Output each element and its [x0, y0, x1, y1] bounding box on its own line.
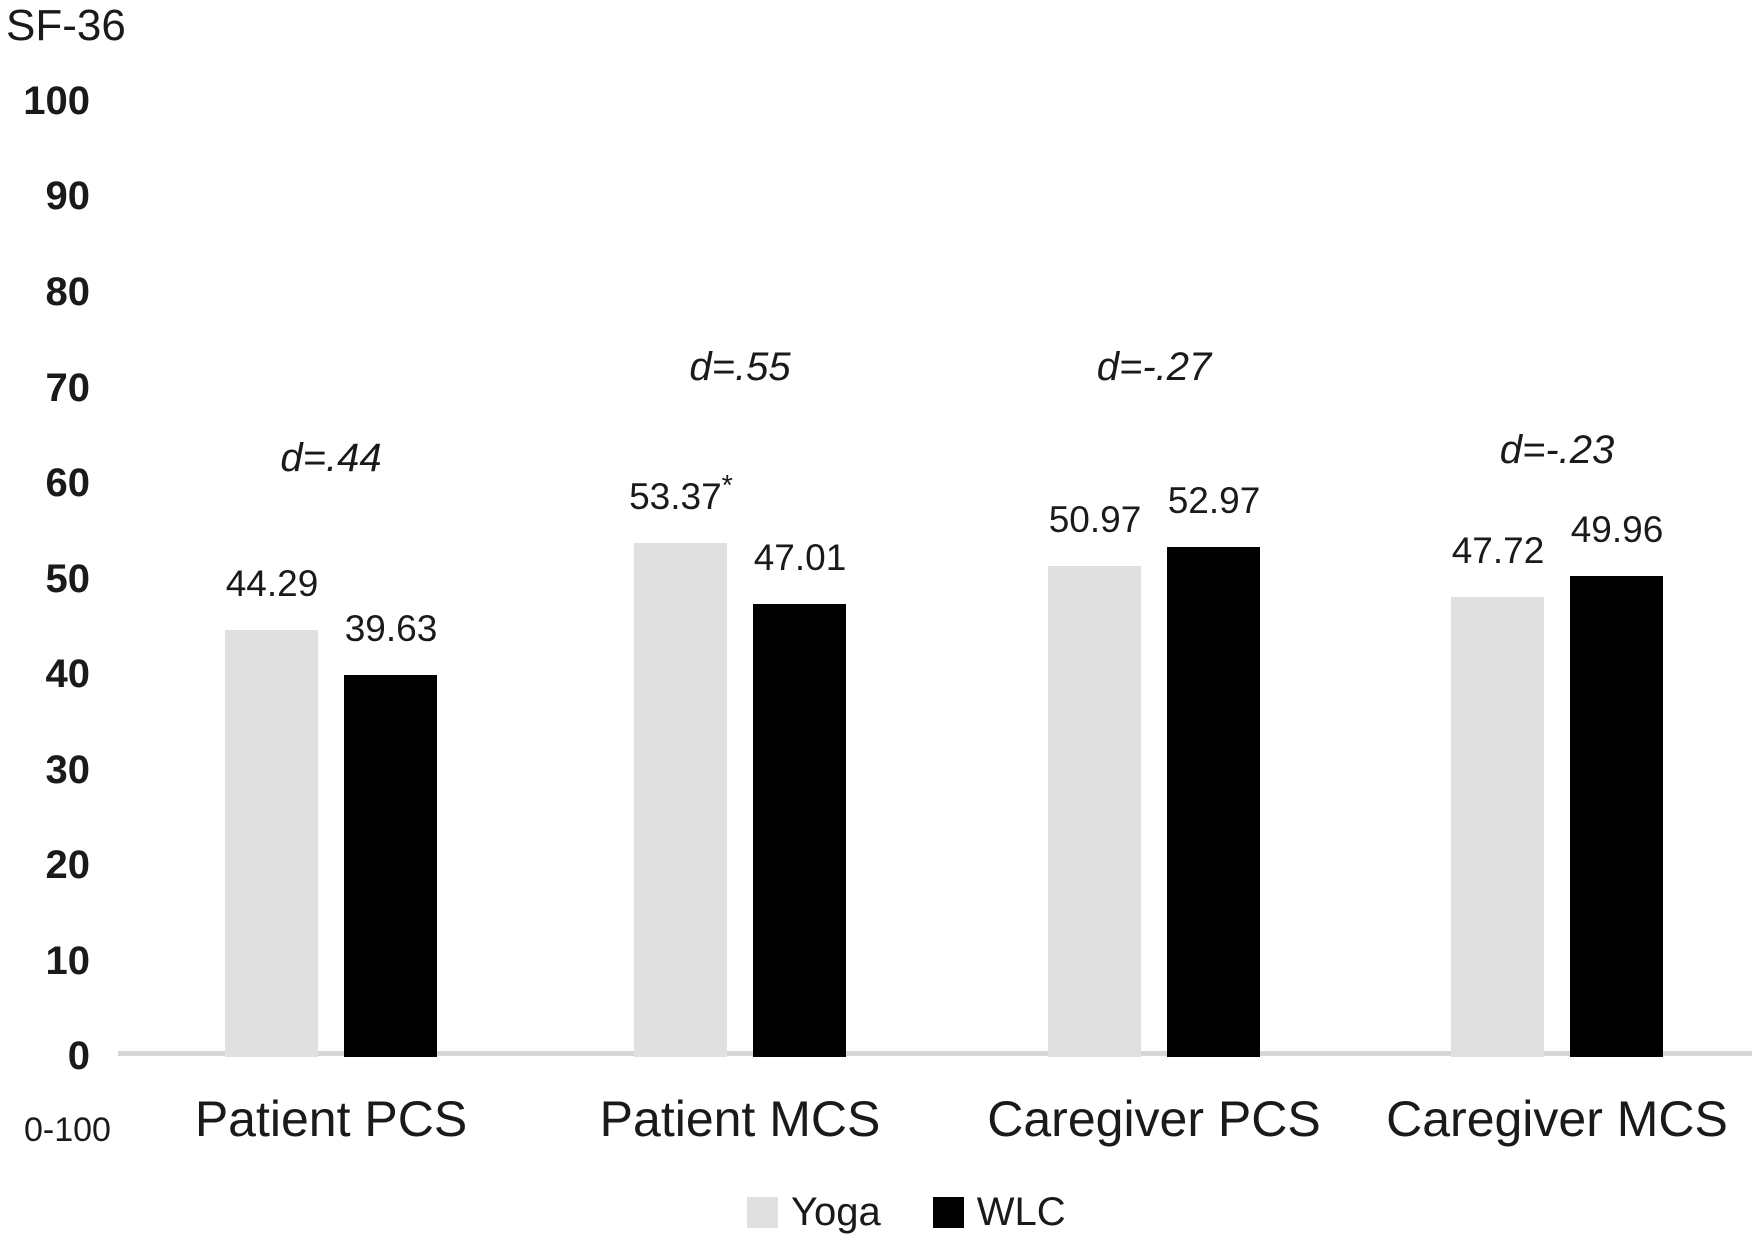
x-axis-line [118, 1051, 1752, 1056]
bar-yoga-patient-pcs [225, 630, 318, 1057]
y-tick-10: 10 [45, 939, 91, 983]
y-tick-90: 90 [45, 174, 91, 218]
legend-label-yoga: Yoga [791, 1190, 881, 1234]
x-category-caregiver-pcs: Caregiver PCS [987, 1091, 1321, 1147]
bar-yoga-caregiver-pcs [1048, 566, 1141, 1057]
y-axis-range-note: 0-100 [24, 1111, 111, 1149]
bar-yoga-caregiver-mcs [1451, 597, 1544, 1057]
chart-title: SF-36 [6, 1, 126, 50]
legend-item-wlc: WLC [932, 1190, 1066, 1234]
value-label-wlc-caregiver-mcs: 49.96 [1570, 509, 1664, 550]
wlc-swatch-icon [932, 1196, 964, 1228]
value-label-wlc-caregiver-pcs: 52.97 [1167, 480, 1261, 521]
y-tick-80: 80 [45, 270, 91, 314]
y-tick-50: 50 [45, 557, 91, 601]
value-label-yoga-caregiver-pcs: 50.97 [1048, 499, 1142, 540]
value-label-yoga-patient-pcs: 44.29 [225, 563, 319, 604]
y-tick-30: 30 [45, 748, 91, 792]
y-tick-20: 20 [45, 843, 91, 887]
y-tick-100: 100 [23, 79, 90, 123]
legend-item-yoga: Yoga [747, 1190, 881, 1234]
value-label-yoga-patient-mcs: 53.37* [629, 470, 733, 517]
bar-wlc-caregiver-pcs [1167, 547, 1260, 1057]
y-tick-70: 70 [45, 366, 91, 410]
yoga-swatch-icon [747, 1196, 778, 1228]
legend: Yoga WLC [747, 1190, 1066, 1234]
bar-wlc-caregiver-mcs [1570, 576, 1663, 1057]
bar-wlc-patient-mcs [753, 604, 846, 1057]
x-category-patient-pcs: Patient PCS [194, 1091, 468, 1147]
bar-yoga-patient-mcs [634, 543, 727, 1057]
x-category-patient-mcs: Patient MCS [599, 1091, 881, 1147]
effect-size-label-caregiver-pcs: d=-.27 [1096, 345, 1212, 389]
bar-wlc-patient-pcs [344, 675, 437, 1057]
value-label-wlc-patient-mcs: 47.01 [753, 537, 847, 578]
effect-size-label-caregiver-mcs: d=-.23 [1499, 428, 1615, 472]
value-label-yoga-caregiver-mcs: 47.72 [1451, 530, 1545, 571]
y-tick-0: 0 [67, 1034, 90, 1078]
y-tick-40: 40 [45, 652, 91, 696]
x-category-caregiver-mcs: Caregiver MCS [1386, 1091, 1728, 1147]
value-label-wlc-patient-pcs: 39.63 [344, 608, 438, 649]
effect-size-label-patient-mcs: d=.55 [689, 345, 791, 389]
legend-label-wlc: WLC [976, 1190, 1066, 1234]
significance-marker: * [721, 470, 733, 502]
effect-size-label-patient-pcs: d=.44 [280, 436, 382, 480]
y-tick-60: 60 [45, 461, 91, 505]
